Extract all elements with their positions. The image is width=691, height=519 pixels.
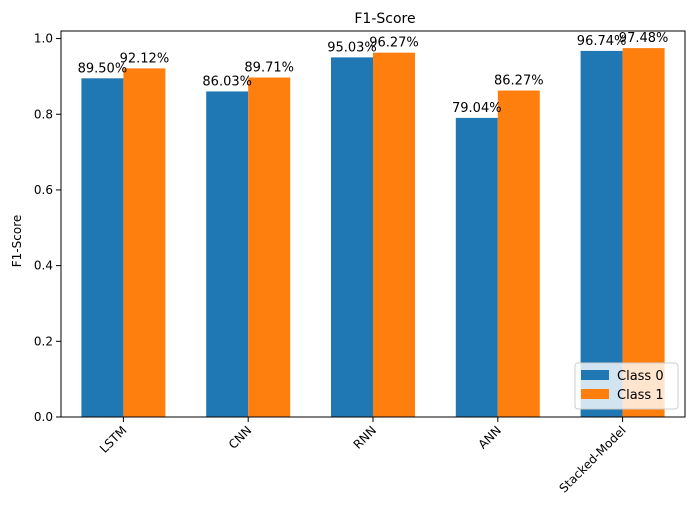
legend-label: Class 1 [617, 388, 664, 403]
bar-class-1 [123, 68, 166, 417]
legend-swatch [581, 389, 609, 399]
x-tick-label: CNN [226, 423, 255, 452]
bar-value-label: 79.04% [452, 101, 502, 116]
bar-class-1 [622, 48, 665, 417]
bar-class-0 [206, 91, 249, 418]
bar-value-labels: 89.50% 86.03% 95.03% 79.04% 96.74% 92.12% 89.7… [78, 31, 669, 116]
x-tick-label: Stacked-Model [556, 423, 628, 495]
bar-value-label: 96.74% [577, 34, 627, 49]
bar-class-1 [497, 90, 540, 417]
legend-label: Class 0 [617, 369, 664, 384]
bar-class-0 [455, 117, 498, 417]
bar-class-1 [373, 52, 415, 418]
x-tick-label: LSTM [97, 423, 130, 456]
bar-value-label: 92.12% [120, 51, 170, 66]
bar-class-0 [331, 57, 373, 417]
bar-value-label: 89.50% [78, 61, 128, 76]
x-axis: LSTM CNN RNN ANN Stacked-Model [97, 417, 629, 495]
y-tick-label: 0.6 [34, 183, 53, 197]
bar-class-0 [81, 78, 124, 417]
chart-title: F1-Score [354, 11, 415, 27]
bar-class-0 [580, 50, 623, 418]
bar-value-label: 97.48% [619, 31, 669, 46]
y-tick-label: 0.0 [34, 410, 53, 424]
bar-value-label: 96.27% [369, 36, 419, 51]
legend-swatch [581, 370, 609, 380]
legend: Class 0 Class 1 [574, 362, 679, 410]
bars-group [81, 48, 665, 418]
bar-value-label: 89.71% [244, 61, 294, 76]
y-tick-label: 0.2 [34, 334, 53, 348]
y-tick-label: 0.4 [34, 259, 53, 273]
y-tick-label: 1.0 [34, 32, 53, 46]
y-tick-label: 0.8 [34, 107, 53, 121]
x-tick-label: RNN [351, 423, 379, 451]
bar-value-label: 86.27% [494, 74, 544, 89]
x-tick-label: ANN [476, 423, 504, 451]
bar-value-label: 95.03% [327, 40, 377, 55]
bar-class-1 [248, 77, 291, 417]
bar-value-label: 86.03% [202, 74, 252, 89]
plot-frame [60, 30, 686, 418]
y-axis-label: F1-Score [10, 215, 24, 267]
y-axis: 0.0 0.2 0.4 0.6 0.8 1.0 [34, 32, 61, 424]
